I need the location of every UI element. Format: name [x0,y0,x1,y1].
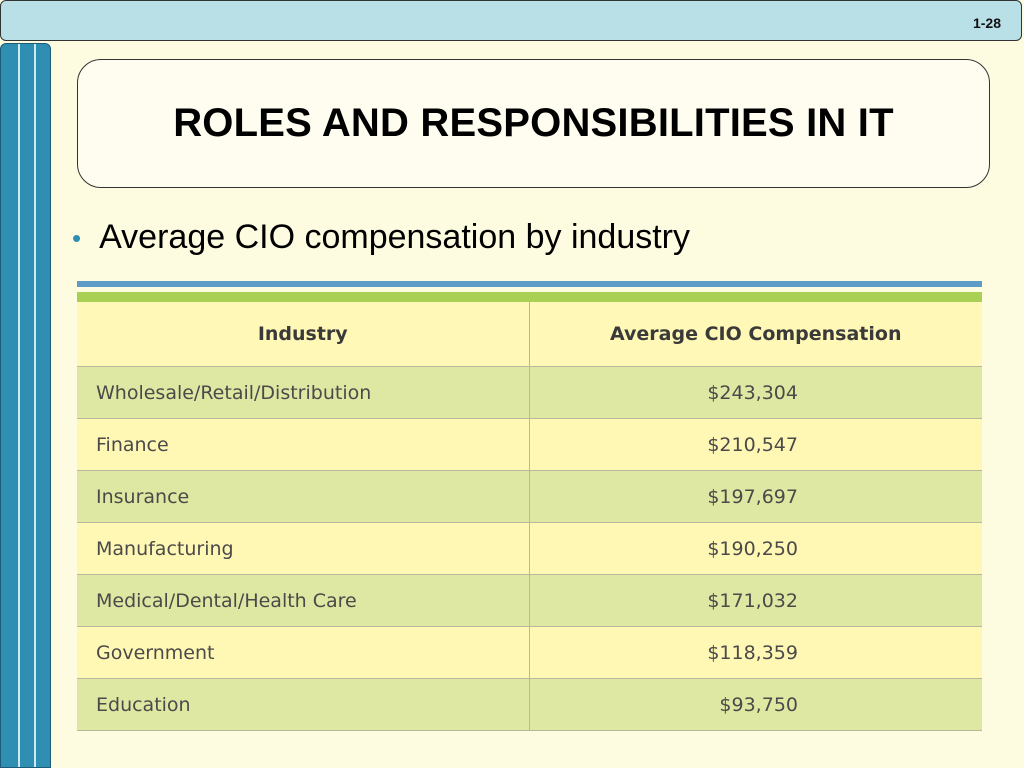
table-row: Finance $210,547 [77,418,982,471]
table-row: Government $118,359 [77,626,982,679]
industry-cell: Insurance [77,470,530,523]
table-row: Manufacturing $190,250 [77,522,982,575]
bullet-icon: • [72,222,82,253]
industry-cell: Medical/Dental/Health Care [77,574,530,627]
blue-rule [77,281,982,287]
compensation-cell: $197,697 [529,470,982,523]
industry-cell: Wholesale/Retail/Distribution [77,366,530,419]
top-bar: 1-28 [0,0,1022,41]
title-box: ROLES AND RESPONSIBILITIES IN IT [77,59,990,188]
compensation-cell: $93,750 [529,678,982,731]
bullet-text: Average CIO compensation by industry [99,218,691,256]
table-row: Wholesale/Retail/Distribution $243,304 [77,366,982,419]
left-bar-stripe [34,44,36,767]
compensation-cell: $210,547 [529,418,982,471]
green-rule [77,292,982,302]
compensation-cell: $118,359 [529,626,982,679]
left-decorative-bar [0,43,51,768]
industry-cell: Finance [77,418,530,471]
industry-cell: Manufacturing [77,522,530,575]
compensation-cell: $190,250 [529,522,982,575]
compensation-table: Industry Average CIO Compensation Wholes… [77,302,982,731]
compensation-cell: $243,304 [529,366,982,419]
table-row: Education $93,750 [77,678,982,731]
industry-cell: Government [77,626,530,679]
left-bar-stripe [18,44,20,767]
header-compensation: Average CIO Compensation [529,302,982,367]
table-header-row: Industry Average CIO Compensation [77,302,982,367]
header-industry: Industry [77,302,530,367]
page-number: 1-28 [972,15,1001,31]
table-row: Insurance $197,697 [77,470,982,523]
table-row: Medical/Dental/Health Care $171,032 [77,574,982,627]
compensation-cell: $171,032 [529,574,982,627]
industry-cell: Education [77,678,530,731]
slide-title: ROLES AND RESPONSIBILITIES IN IT [173,101,894,145]
bullet-item: • Average CIO compensation by industry [72,218,690,257]
